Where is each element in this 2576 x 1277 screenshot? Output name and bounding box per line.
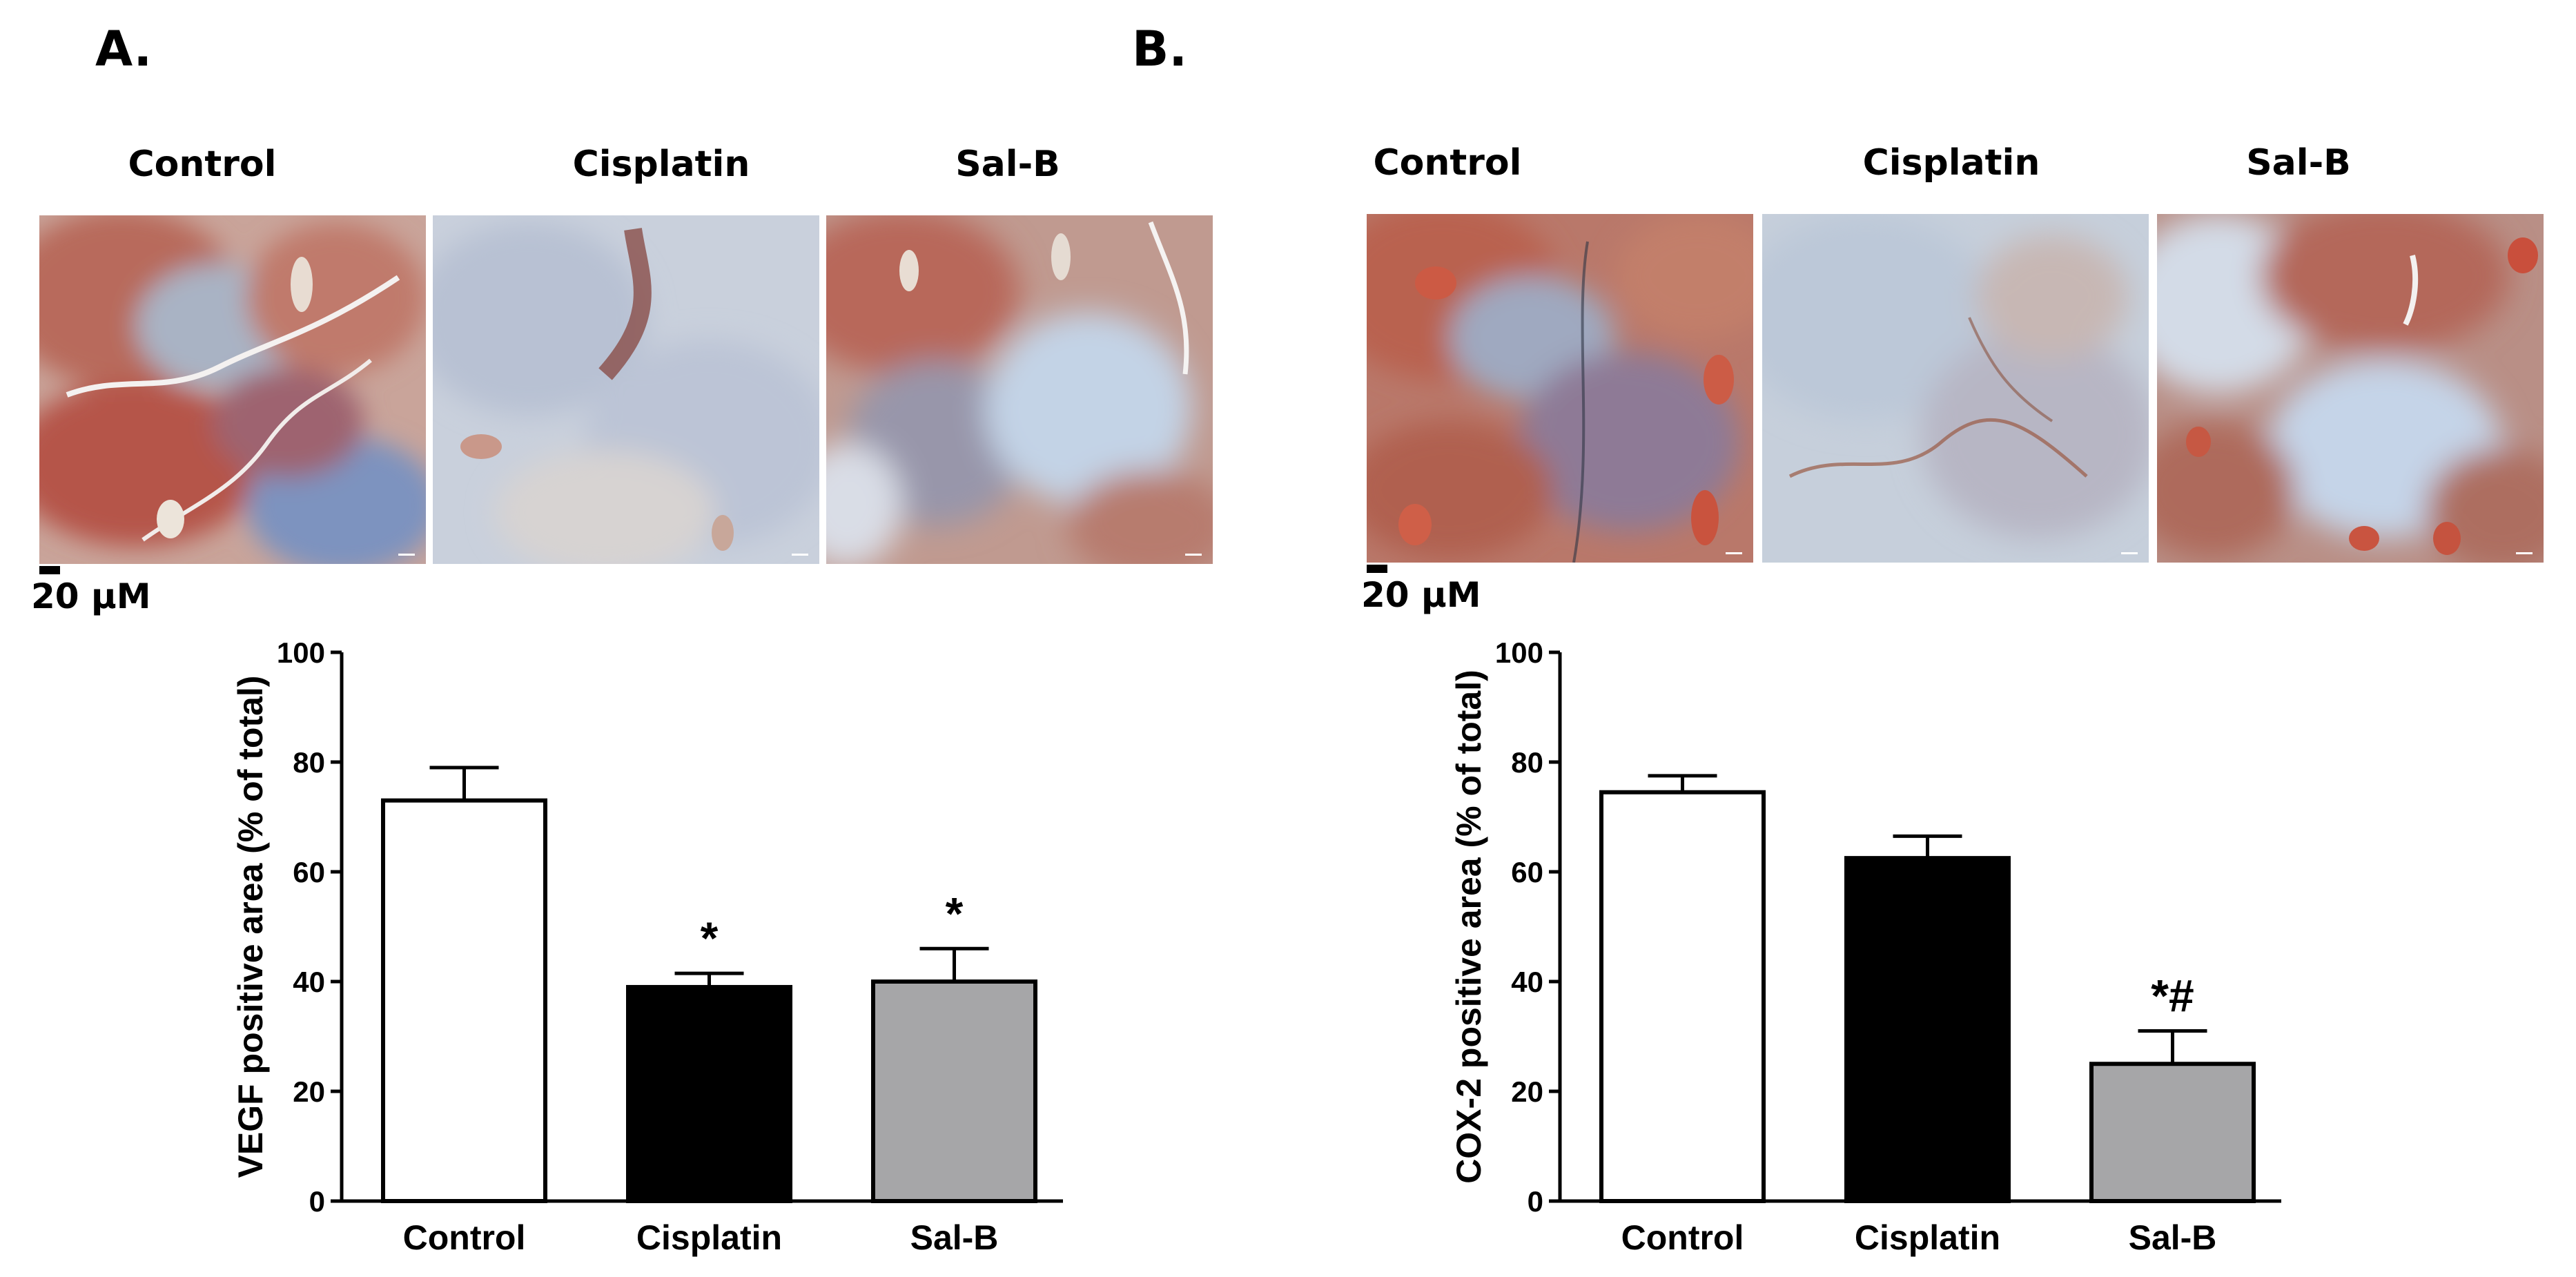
panel-b-letter: B.: [1132, 21, 1187, 77]
y-tick-label: 40: [1511, 966, 1543, 998]
y-tick-label: 100: [1495, 636, 1543, 669]
bar-cisplatin: [626, 984, 792, 1203]
panel-a-label-salb: Sal-B: [955, 144, 1060, 185]
y-tick-label: 100: [277, 636, 325, 669]
x-tick-label: Sal-B: [910, 1218, 999, 1257]
x-tick-label: Cisplatin: [636, 1218, 782, 1257]
bar-sal-b: [871, 979, 1037, 1203]
significance-marker: *#: [2151, 971, 2194, 1022]
scale-text-a: 20 µM: [31, 576, 151, 616]
bar-control: [1599, 790, 1766, 1204]
y-tick-label: 0: [309, 1185, 325, 1218]
scale-bar-b: [1367, 565, 1387, 573]
panel-a-label-cisplatin: Cisplatin: [572, 144, 750, 185]
y-tick-label: 40: [293, 966, 325, 998]
x-tick-label: Sal-B: [2129, 1218, 2217, 1257]
panel-a-label-control: Control: [128, 144, 277, 185]
micrograph-a-cisplatin: [433, 215, 819, 564]
micrograph-a-control: [39, 215, 426, 564]
significance-marker: *: [701, 913, 719, 964]
panel-b-label-control: Control: [1373, 142, 1522, 184]
y-tick-label: 20: [1511, 1075, 1543, 1108]
y-tick-label: 80: [293, 746, 325, 779]
y-tick-label: 60: [293, 856, 325, 888]
x-tick-label: Cisplatin: [1855, 1218, 2000, 1257]
x-tick-label: Control: [403, 1218, 526, 1257]
panel-a-letter: A.: [95, 21, 153, 77]
scale-text-b: 20 µM: [1361, 575, 1481, 615]
x-tick-label: Control: [1621, 1218, 1744, 1257]
micrograph-b-control: [1367, 214, 1753, 563]
y-axis-label: COX-2 positive area (% of total): [1450, 670, 1488, 1184]
y-tick-label: 80: [1511, 746, 1543, 779]
bar-sal-b: [2089, 1062, 2256, 1203]
micrograph-b-salb: [2157, 214, 2544, 563]
y-axis-label: VEGF positive area (% of total): [231, 676, 270, 1178]
y-tick-label: 60: [1511, 856, 1543, 888]
y-tick-label: 0: [1528, 1185, 1543, 1218]
micrograph-b-cisplatin: [1762, 214, 2149, 563]
bar-control: [381, 798, 547, 1203]
scale-bar-a: [39, 566, 60, 574]
bar-cisplatin: [1844, 856, 2011, 1203]
y-tick-label: 20: [293, 1075, 325, 1108]
significance-marker: *: [946, 888, 964, 939]
chart-a-vegf: VEGF positive area (% of total) 0 20 40 60 80…: [231, 636, 1063, 1257]
panel-b-label-salb: Sal-B: [2246, 142, 2351, 184]
micrograph-a-salb: [826, 215, 1213, 564]
panel-b-label-cisplatin: Cisplatin: [1862, 142, 2040, 184]
chart-b-cox2: COX-2 positive area (% of total) 0 20 40 60 8…: [1450, 636, 2281, 1257]
